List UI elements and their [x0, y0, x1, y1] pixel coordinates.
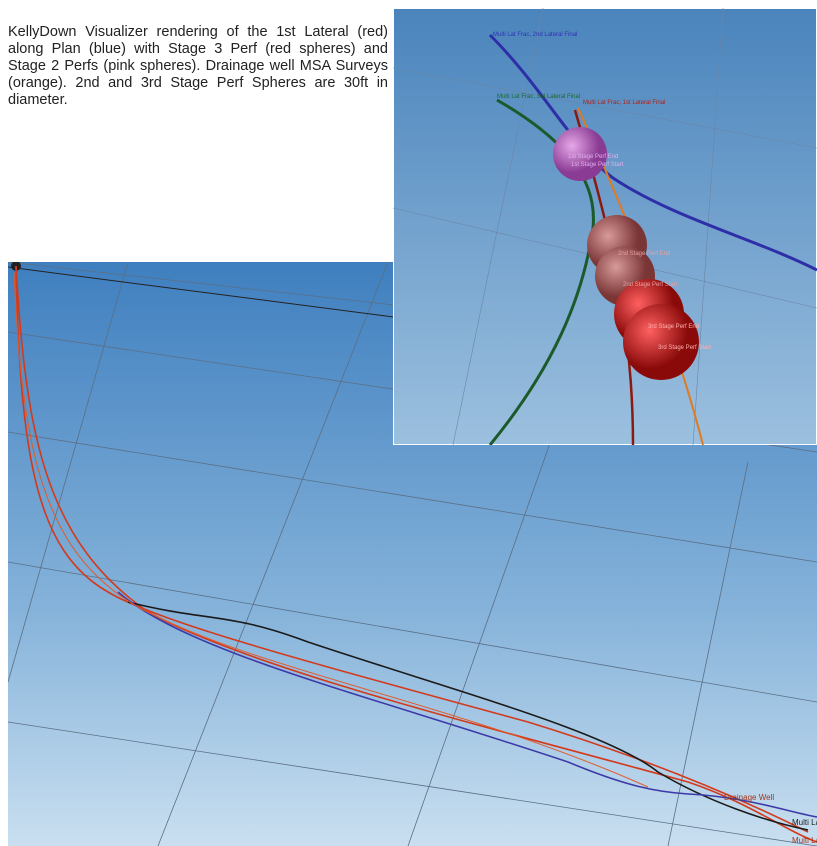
- label: 3rd Stage Perf End: [648, 324, 699, 330]
- label: 3rd Stage Perf Start: [658, 345, 711, 351]
- label: Multi Lat Frac, 1st Lateral Final: [583, 100, 665, 106]
- label: Multi Lat Frac, 2nd Lateral Final: [493, 32, 577, 38]
- sphere: [623, 304, 699, 380]
- label: Multi Lat Frac, 3rd Lateral Final: [497, 94, 580, 100]
- label: 1st Stage Perf Start: [571, 162, 624, 168]
- label: Multi La: [792, 836, 817, 845]
- label: 1st Stage Perf End: [568, 154, 618, 160]
- page: {"caption":"KellyDown Visualizer renderi…: [0, 0, 817, 846]
- label: 2nd Stage Perf Start: [623, 282, 678, 288]
- label: 2nd Stage Perf End: [618, 251, 670, 257]
- caption: KellyDown Visualizer rendering of the 1s…: [8, 24, 388, 109]
- label: Drainage Well: [724, 793, 774, 802]
- inset-view: Multi Lat Frac, 2nd Lateral Final Multi …: [393, 8, 817, 445]
- label: Multi Lat: [792, 818, 817, 827]
